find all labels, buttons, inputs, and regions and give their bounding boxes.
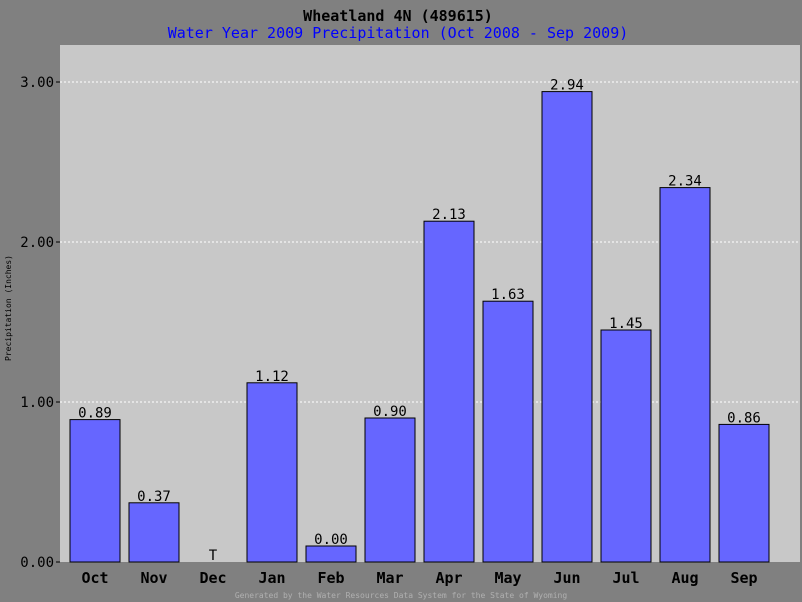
x-tick-label: Aug (671, 569, 698, 587)
data-label: 0.37 (137, 489, 171, 505)
bars: 0.89 0.37 T 1.12 0.00 0.90 2.13 1.63 2.94 1.45 2.3… (69, 78, 770, 564)
y-axis-label: Precipitation (Inches) (4, 255, 13, 361)
x-tick-label: Nov (140, 569, 167, 587)
y-axis-ticks: 0.00 1.00 2.00 3.00 (20, 75, 60, 571)
bar-apr (423, 220, 475, 563)
data-label: 1.63 (491, 287, 525, 303)
data-label: 0.86 (727, 410, 761, 426)
data-label: 0.00 (314, 532, 348, 548)
y-tick-label: 2.00 (20, 235, 54, 251)
x-tick-label: Feb (317, 569, 344, 587)
y-tick-label: 1.00 (20, 395, 54, 411)
bar-jan (246, 382, 298, 563)
x-tick-label: Sep (730, 569, 757, 587)
footer-credit: Generated by the Water Resources Data Sy… (235, 591, 568, 600)
bar-feb (305, 545, 357, 563)
x-tick-label: May (494, 569, 521, 587)
bar-oct (69, 419, 121, 563)
bar-jul (600, 329, 652, 563)
bar-mar (364, 417, 416, 563)
data-label: 1.45 (609, 316, 643, 332)
data-label: 2.34 (668, 174, 702, 190)
x-tick-label: Mar (376, 569, 403, 587)
y-tick-label: 0.00 (20, 555, 54, 571)
bar-jun (541, 91, 593, 563)
x-axis-ticks: Oct Nov Dec Jan Feb Mar Apr May Jun Jul Aug Sep (81, 569, 757, 587)
data-label: 2.94 (550, 78, 584, 94)
x-tick-label: Jul (612, 569, 639, 587)
bar-sep (718, 423, 770, 563)
bar-aug (659, 187, 711, 563)
x-tick-label: Jan (258, 569, 285, 587)
data-label: 0.90 (373, 404, 407, 420)
x-tick-label: Dec (199, 569, 226, 587)
x-tick-label: Jun (553, 569, 580, 587)
bar-nov (128, 502, 180, 563)
data-label: 2.13 (432, 207, 466, 223)
bar-may (482, 300, 534, 563)
x-tick-label: Oct (81, 569, 108, 587)
chart-subtitle: Water Year 2009 Precipitation (Oct 2008 … (168, 24, 629, 42)
data-label: T (209, 548, 218, 564)
y-tick-label: 3.00 (20, 75, 54, 91)
chart-title: Wheatland 4N (489615) (303, 7, 493, 25)
data-label: 0.89 (78, 406, 112, 422)
x-tick-label: Apr (435, 569, 462, 587)
data-label: 1.12 (255, 369, 289, 385)
